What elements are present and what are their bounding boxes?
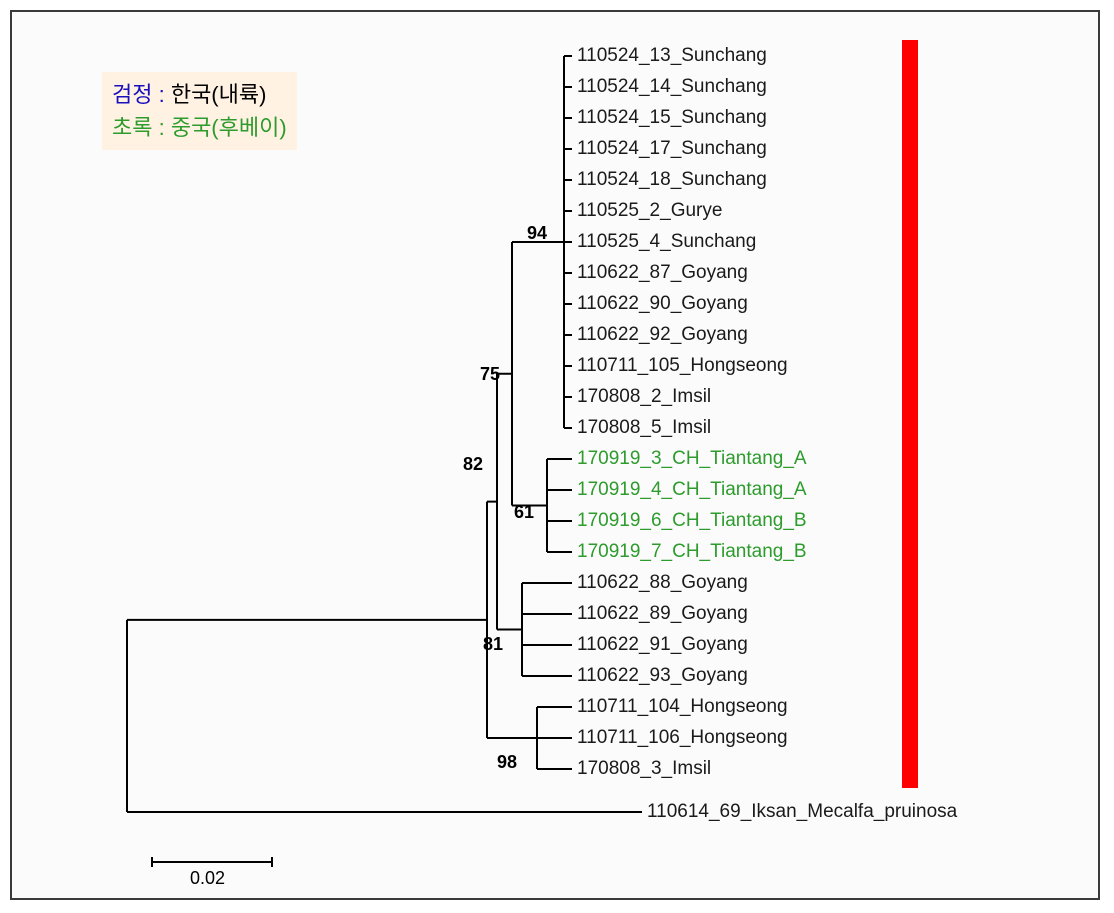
leaf-label: 110622_93_Goyang bbox=[577, 665, 748, 687]
tree-svg bbox=[12, 12, 1102, 902]
leaf-label: 110622_89_Goyang bbox=[577, 603, 748, 625]
leaf-label: 110524_14_Sunchang bbox=[577, 76, 767, 98]
leaf-label: 170808_5_Imsil bbox=[577, 417, 711, 439]
leaf-label: 110525_2_Gurye bbox=[577, 200, 722, 222]
leaf-label: 110622_87_Goyang bbox=[577, 262, 748, 284]
leaf-label: 170808_3_Imsil bbox=[577, 758, 711, 780]
leaf-label: 110711_105_Hongseong bbox=[577, 355, 788, 377]
leaf-label: 110524_13_Sunchang bbox=[577, 45, 767, 67]
ingroup-red-bar bbox=[902, 40, 918, 788]
leaf-label: 110622_91_Goyang bbox=[577, 634, 748, 656]
leaf-label: 110524_18_Sunchang bbox=[577, 169, 767, 191]
leaf-label: 110525_4_Sunchang bbox=[577, 231, 756, 253]
leaf-label: 170919_4_CH_Tiantang_A bbox=[577, 479, 807, 501]
bootstrap-94: 94 bbox=[527, 223, 547, 244]
leaf-label: 110622_88_Goyang bbox=[577, 572, 748, 594]
figure-frame: 검정 : 한국(내륙) 초록 : 중국(후베이) 110524_13_Sunch… bbox=[10, 10, 1100, 900]
leaf-label: 110622_92_Goyang bbox=[577, 324, 748, 346]
bootstrap-82: 61 bbox=[514, 502, 534, 523]
scale-bar-label: 0.02 bbox=[190, 868, 225, 889]
leaf-label: 170919_3_CH_Tiantang_A bbox=[577, 448, 807, 470]
leaf-label: 110711_106_Hongseong bbox=[577, 727, 788, 749]
leaf-label: 170808_2_Imsil bbox=[577, 386, 711, 408]
leaf-label: 170919_6_CH_Tiantang_B bbox=[577, 510, 807, 532]
bootstrap-81: 81 bbox=[483, 634, 503, 655]
leaf-label: 110711_104_Hongseong bbox=[577, 696, 788, 718]
bootstrap-75: 75 bbox=[480, 364, 500, 385]
outgroup-label: 110614_69_Iksan_Mecalfa_pruinosa bbox=[647, 801, 957, 823]
bootstrap-61: 82 bbox=[463, 454, 483, 475]
leaf-label: 110622_90_Goyang bbox=[577, 293, 748, 315]
leaf-label: 110524_15_Sunchang bbox=[577, 107, 767, 129]
leaf-label: 110524_17_Sunchang bbox=[577, 138, 767, 160]
leaf-label: 170919_7_CH_Tiantang_B bbox=[577, 541, 807, 563]
bootstrap-98: 98 bbox=[497, 752, 517, 773]
